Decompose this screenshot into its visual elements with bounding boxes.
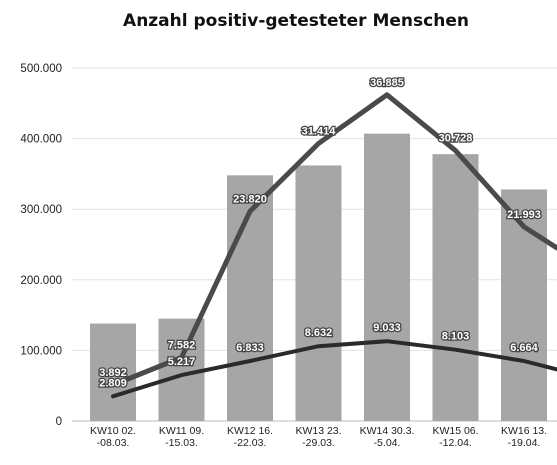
bar [158,318,205,421]
data-label: 5.217 [168,356,196,368]
lines-layer [110,92,557,399]
x-tick-label: KW14 30.3. [360,425,415,437]
bars-layer [90,133,547,421]
x-tick-label: KW10 02. [90,425,136,437]
y-tick-label: 0 [56,416,62,428]
x-tick-label: -15.03. [165,437,198,449]
data-label: 30.728 [439,133,473,145]
data-labels-layer: 3.892 7.582 23.820 31.414 36.885 30.728 21.993… [98,76,542,391]
data-label: 8.103 [442,331,470,343]
x-axis: KW10 02.-08.03.KW11 09.-15.03.KW12 16.-2… [90,425,547,449]
y-tick-label: 300.000 [20,204,62,216]
x-tick-label: KW15 06. [432,425,478,437]
data-label: 3.892 [99,367,127,379]
y-axis: 0 100.000 200.000 300.000 400.000 500.000 [20,63,62,428]
data-label: 6.664 [510,342,538,354]
bar [432,154,479,421]
line-series-upper [110,92,557,388]
data-label: 6.833 [236,342,264,354]
data-label: 9.033 [373,322,401,334]
y-tick-label: 100.000 [20,345,62,357]
data-label: 2.809 [99,377,127,389]
x-tick-label: -5.04. [374,437,401,449]
data-label: 7.582 [168,339,196,351]
x-tick-label: KW11 09. [159,425,204,437]
data-label: 21.993 [507,209,541,221]
bar [295,165,342,421]
y-tick-label: 200.000 [20,275,62,287]
x-tick-label: -08.03. [97,437,130,449]
bar [90,323,136,421]
x-tick-label: -12.04. [439,437,472,449]
chart-title: Anzahl positiv-getesteter Menschen [123,11,469,31]
y-tick-label: 400.000 [20,134,62,146]
data-label: 8.632 [305,327,333,339]
data-label: 23.820 [233,193,267,205]
x-tick-label: -22.03. [234,437,267,449]
bar [364,133,410,421]
x-tick-label: KW13 23. [295,425,341,437]
line-series-lower [111,339,557,399]
y-tick-label: 500.000 [20,63,62,75]
x-tick-label: -19.04. [508,437,541,449]
data-label: 36.885 [370,77,404,89]
x-tick-label: KW16 13. [501,425,547,437]
x-tick-label: KW12 16. [227,425,273,437]
data-label: 31.414 [302,126,337,138]
x-tick-label: -29.03. [302,437,335,449]
